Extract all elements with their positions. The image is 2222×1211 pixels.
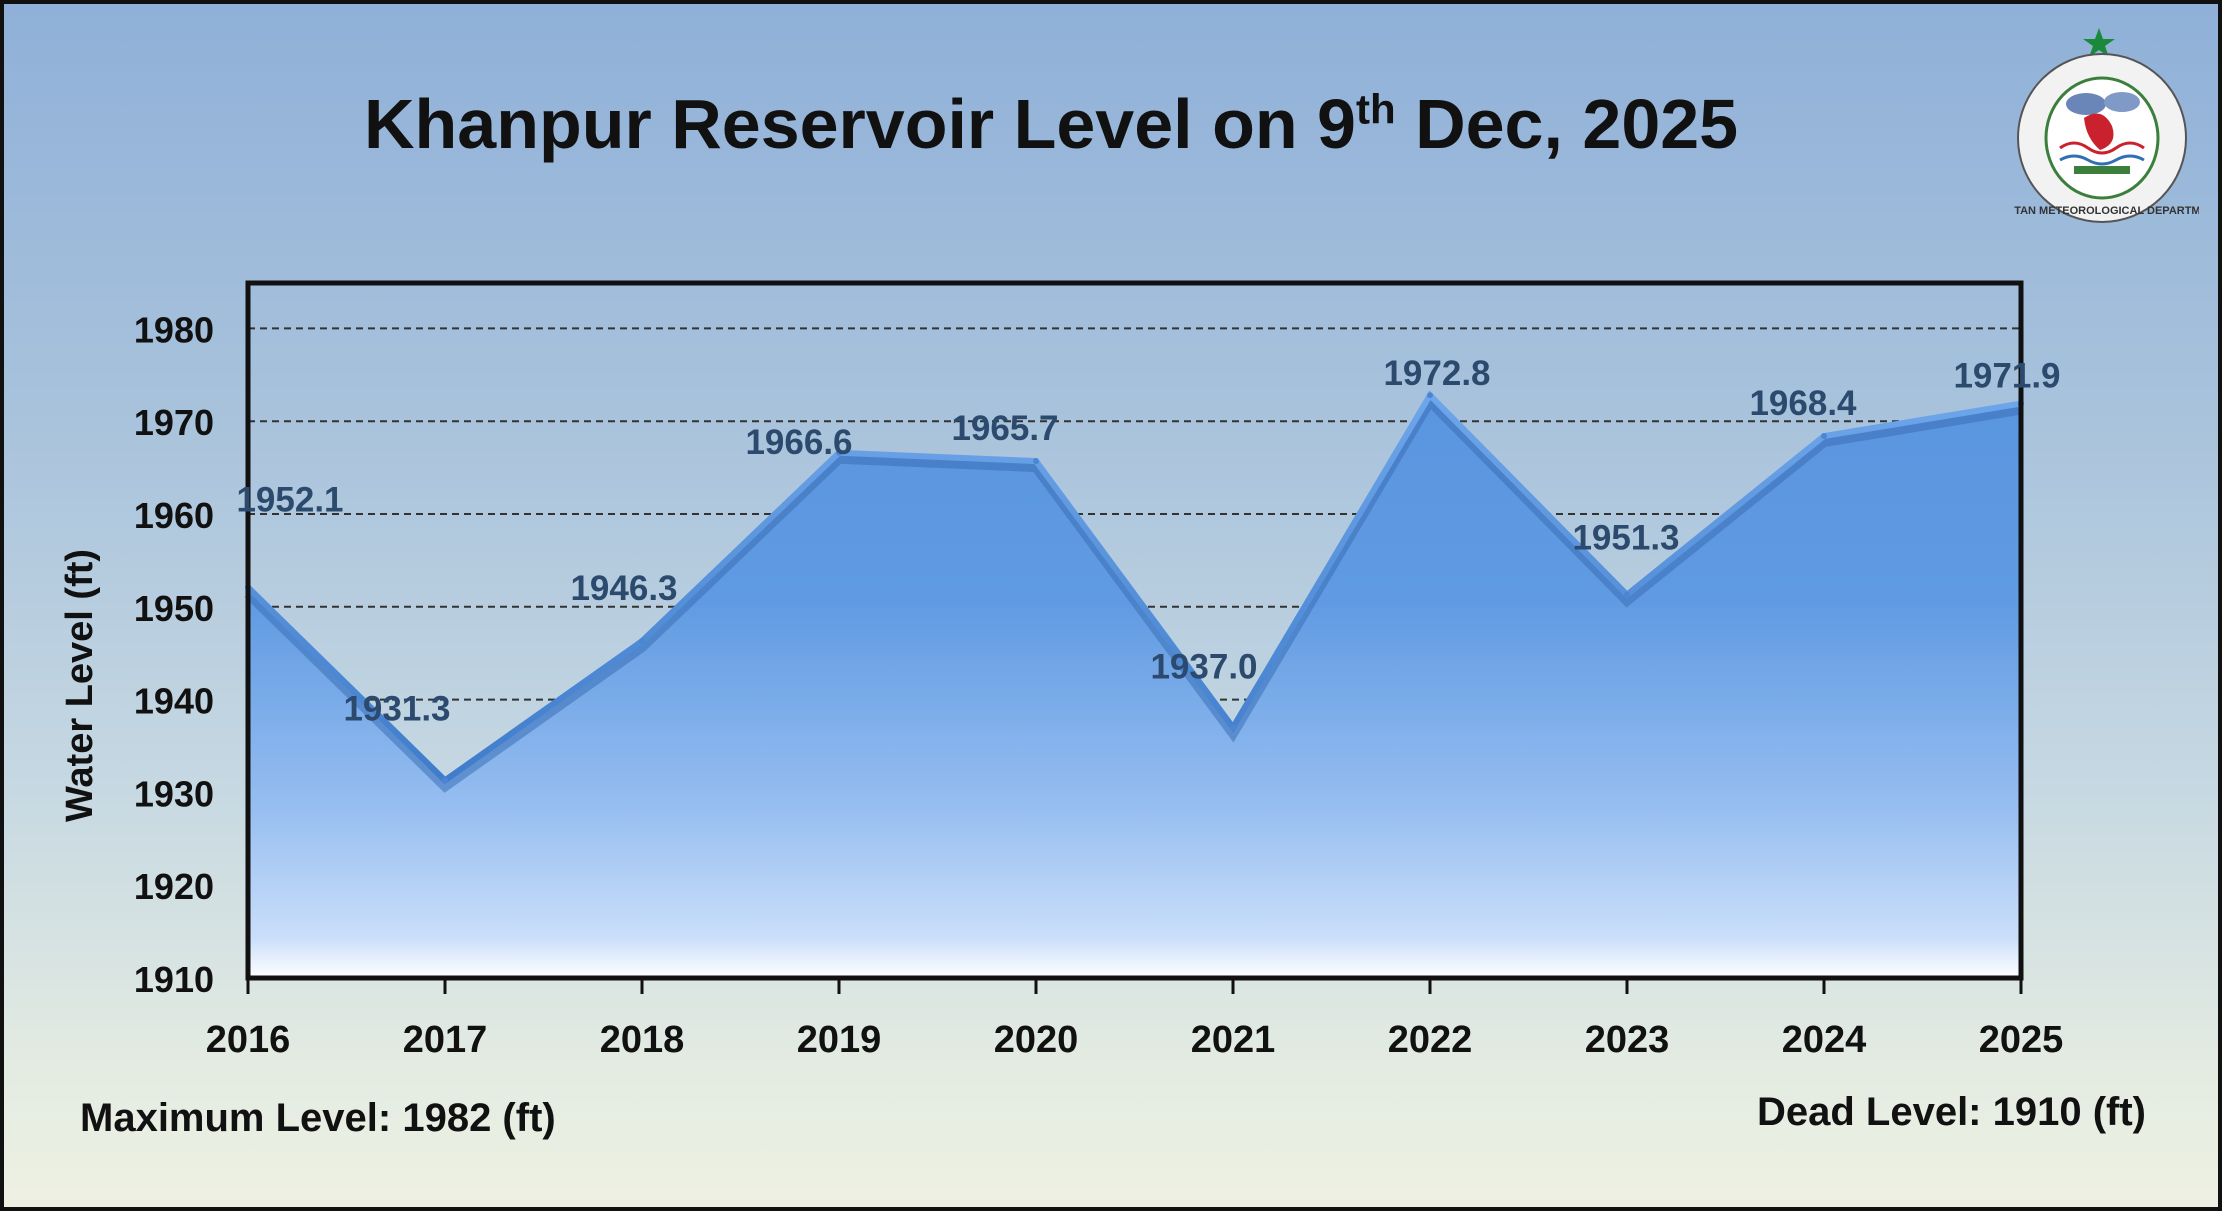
- data-label: 1972.8: [1383, 354, 1490, 393]
- area-fill: [248, 395, 2021, 978]
- area-shadow-edge: [244, 393, 2022, 793]
- data-point: [442, 777, 448, 784]
- data-point: [639, 638, 645, 645]
- y-tick-label: 1980: [134, 309, 214, 350]
- chart-title: Khanpur Reservoir Level on 9th Dec, 2025: [364, 85, 1739, 163]
- x-tick-label: 2022: [1388, 1019, 1473, 1061]
- x-tick-label: 2024: [1782, 1019, 1867, 1061]
- data-label: 1971.9: [1953, 357, 2060, 396]
- data-label: 1931.3: [343, 689, 450, 728]
- y-tick-label: 1940: [134, 681, 214, 722]
- dead-level-note: Dead Level: 1910 (ft): [1756, 1090, 2146, 1134]
- y-tick-label: 1950: [134, 588, 214, 629]
- y-axis-title: Water Level (ft): [59, 549, 101, 822]
- data-label: 1952.1: [236, 480, 343, 519]
- data-point: [1427, 392, 1433, 399]
- data-label: 1951.3: [1572, 519, 1679, 558]
- data-point: [1821, 433, 1827, 440]
- x-tick-label: 2021: [1191, 1019, 1276, 1061]
- data-label: 1968.4: [1749, 384, 1857, 423]
- x-tick-label: 2025: [1979, 1019, 2064, 1061]
- chart-plot: 1910 1920 1930 1940 1950 1960 1970 1980 2016 2017…: [59, 280, 2063, 1061]
- maximum-level-note: Maximum Level: 1982 (ft): [80, 1096, 556, 1140]
- area-top-edge: [245, 390, 2022, 785]
- data-labels: 1952.1 1931.3 1946.3 1966.6 1965.7 1937.0 1972…: [236, 354, 2060, 728]
- svg-text:PAKISTAN METEOROLOGICAL DEPART: PAKISTAN METEOROLOGICAL DEPARTMENT: [2014, 205, 2199, 217]
- y-tick-label: 1930: [134, 773, 214, 814]
- plot-border: [245, 280, 2024, 981]
- x-tick-label: 2017: [403, 1019, 488, 1061]
- data-point: [1033, 458, 1039, 465]
- axes: 1910 1920 1930 1940 1950 1960 1970 1980 2016 2017…: [59, 309, 2063, 1061]
- x-tick-label: 2016: [206, 1019, 291, 1061]
- x-tick-label: 2018: [600, 1019, 685, 1061]
- data-label: 1966.6: [745, 423, 852, 462]
- data-label: 1946.3: [570, 569, 677, 608]
- y-tick-label: 1960: [134, 495, 214, 536]
- area-series: [244, 390, 2024, 978]
- y-tick-label: 1920: [134, 866, 214, 907]
- data-point: [1230, 724, 1236, 731]
- x-tick-label: 2023: [1585, 1019, 1670, 1061]
- data-point: [836, 449, 842, 456]
- data-label: 1965.7: [951, 409, 1058, 448]
- x-tick-label: 2019: [797, 1019, 882, 1061]
- x-tick-label: 2020: [994, 1019, 1079, 1061]
- y-tick-label: 1970: [134, 402, 214, 443]
- y-tick-label: 1910: [134, 959, 214, 1000]
- data-label: 1937.0: [1150, 647, 1257, 686]
- data-point: [1624, 591, 1630, 598]
- pmd-emblem-icon: PAKISTAN METEOROLOGICAL DEPARTMENT: [2014, 28, 2199, 223]
